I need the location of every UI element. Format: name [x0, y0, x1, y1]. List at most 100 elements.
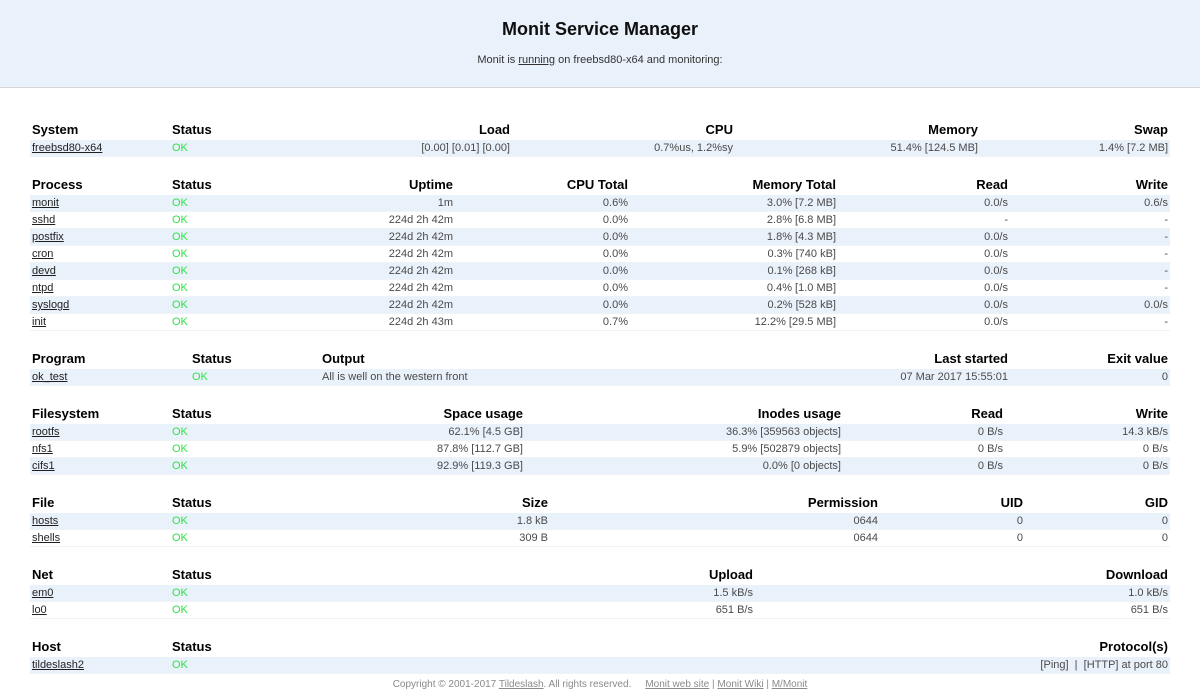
service-name-cell: rootfs — [30, 424, 170, 441]
service-name-cell: postfix — [30, 228, 170, 246]
column-header-cpu-total: CPU Total — [566, 177, 628, 192]
mmonit-link[interactable]: M/Monit — [771, 679, 808, 690]
process-link-init[interactable]: init — [32, 316, 47, 328]
host-link-tildeslash2[interactable]: tildeslash2 — [32, 659, 84, 671]
process-link-monit[interactable]: monit — [32, 197, 59, 209]
column-header-system: System — [32, 122, 79, 137]
value-cell: 87.8% [112.7 GB] — [310, 440, 525, 458]
value-cell: 224d 2h 42m — [310, 279, 455, 297]
process-link-cron[interactable]: cron — [32, 248, 54, 260]
service-name-cell: freebsd80-x64 — [30, 140, 170, 157]
column-header-filesystem: Filesystem — [32, 406, 100, 421]
process-row: monit OK 1m 0.6% 3.0% [7.2 MB] 0.0/s 0.6/s — [30, 195, 1170, 212]
column-header-net: Net — [32, 567, 53, 582]
value-cell: 0.0/s — [838, 279, 1010, 297]
file-link-hosts[interactable]: hosts — [32, 515, 59, 527]
value-cell: 224d 2h 42m — [310, 211, 455, 229]
value-cell: 51.4% [124.5 MB] — [735, 140, 980, 157]
process-row: devd OK 224d 2h 42m 0.0% 0.1% [268 kB] 0.0/s - — [30, 262, 1170, 280]
value-cell: 0 B/s — [1005, 440, 1170, 458]
footer-separator: | — [712, 679, 715, 690]
column-header-status: Status — [172, 406, 212, 421]
service-name-cell: init — [30, 313, 170, 331]
status-cell: OK — [170, 195, 310, 212]
value-cell: 224d 2h 42m — [310, 245, 455, 263]
status-cell: OK — [170, 245, 310, 263]
status-cell: OK — [170, 657, 310, 674]
value-cell: 0 — [880, 529, 1025, 547]
value-cell: 2.8% [6.8 MB] — [630, 211, 838, 229]
column-header-status: Status — [172, 495, 212, 510]
process-table: Process Status Uptime CPU Total Memory Total… — [30, 173, 1170, 331]
net-link-em0[interactable]: em0 — [32, 587, 54, 599]
value-cell: 0.4% [1.0 MB] — [630, 279, 838, 297]
status-text: OK — [172, 197, 188, 209]
value-cell: 0 — [1025, 529, 1170, 547]
process-link-syslogd[interactable]: syslogd — [32, 299, 70, 311]
value-cell: 0.0/s — [838, 195, 1010, 212]
program-link-ok-test[interactable]: ok_test — [32, 371, 68, 383]
tildeslash-link[interactable]: Tildeslash — [498, 679, 544, 690]
column-header-size: Size — [521, 495, 548, 510]
value-cell: 0 B/s — [1005, 457, 1170, 475]
column-header-cpu: CPU — [705, 122, 733, 137]
status-text: OK — [172, 604, 188, 616]
filesystem-link-rootfs[interactable]: rootfs — [32, 426, 60, 438]
column-header-gid: GID — [1144, 495, 1168, 510]
program-table: Program Status Output Last started Exit valu… — [30, 347, 1170, 386]
column-header-exit-value: Exit value — [1107, 351, 1168, 366]
page-title: Monit Service Manager — [501, 19, 699, 39]
process-link-devd[interactable]: devd — [32, 265, 56, 277]
value-cell: 224d 2h 42m — [310, 262, 455, 280]
status-text: OK — [172, 316, 188, 328]
filesystem-link-nfs1[interactable]: nfs1 — [32, 443, 53, 455]
column-header-uptime: Uptime — [408, 177, 453, 192]
column-header-program: Program — [32, 351, 86, 366]
net-row: em0 OK 1.5 kB/s 1.0 kB/s — [30, 585, 1170, 602]
value-cell: 0 B/s — [843, 457, 1005, 475]
process-row: sshd OK 224d 2h 42m 0.0% 2.8% [6.8 MB] - - — [30, 211, 1170, 229]
system-row: freebsd80-x64 OK [0.00] [0.01] [0.00] 0.7%u… — [30, 140, 1170, 157]
filesystem-header-row: Filesystem Status Space usage Inodes usage R… — [30, 402, 1170, 424]
net-link-lo0[interactable]: lo0 — [32, 604, 47, 616]
value-cell: 0.0% — [455, 245, 630, 263]
status-cell: OK — [170, 457, 310, 475]
column-header-space-usage: Space usage — [443, 406, 524, 421]
value-cell: 0 — [1025, 513, 1170, 530]
filesystem-table: Filesystem Status Space usage Inodes usage R… — [30, 402, 1170, 475]
status-text: OK — [172, 282, 188, 294]
value-cell: 0.0/s — [838, 262, 1010, 280]
monit-wiki-link[interactable]: Monit Wiki — [717, 679, 764, 690]
filesystem-row: cifs1 OK 92.9% [119.3 GB] 0.0% [0 objects] 0… — [30, 457, 1170, 475]
file-table: File Status Size Permission UID GID hosts OK 1.8… — [30, 491, 1170, 547]
service-name-cell: devd — [30, 262, 170, 280]
value-cell: 0644 — [550, 513, 880, 530]
value-cell: 0.0% — [455, 228, 630, 246]
service-name-cell: hosts — [30, 513, 170, 530]
value-cell: 62.1% [4.5 GB] — [310, 424, 525, 441]
process-link-ntpd[interactable]: ntpd — [32, 282, 54, 294]
status-text: OK — [172, 532, 188, 544]
file-link-shells[interactable]: shells — [32, 532, 61, 544]
net-table: Net Status Upload Download em0 OK 1.5 kB/s 1.0 … — [30, 563, 1170, 619]
main-content: System Status Load CPU Memory Swap freebsd80-x… — [0, 118, 1200, 674]
system-header-row: System Status Load CPU Memory Swap — [30, 118, 1170, 140]
system-link-freebsd80-x64[interactable]: freebsd80-x64 — [32, 142, 103, 154]
process-link-postfix[interactable]: postfix — [32, 231, 64, 243]
value-cell: 0.6% — [455, 195, 630, 212]
running-status-link[interactable]: running — [518, 54, 556, 66]
value-cell: 1m — [310, 195, 455, 212]
filesystem-row: nfs1 OK 87.8% [112.7 GB] 5.9% [502879 objec… — [30, 440, 1170, 458]
value-cell: 1.8% [4.3 MB] — [630, 228, 838, 246]
net-row: lo0 OK 651 B/s 651 B/s — [30, 601, 1170, 619]
monit-web-site-link[interactable]: Monit web site — [645, 679, 710, 690]
status-cell: OK — [170, 296, 310, 314]
process-link-sshd[interactable]: sshd — [32, 214, 56, 226]
service-name-cell: syslogd — [30, 296, 170, 314]
value-cell: 224d 2h 43m — [310, 313, 455, 331]
status-cell: OK — [170, 279, 310, 297]
value-cell: 3.0% [7.2 MB] — [630, 195, 838, 212]
copyright-prefix: Copyright © 2001-2017 — [392, 679, 499, 690]
filesystem-link-cifs1[interactable]: cifs1 — [32, 460, 55, 472]
column-header-status: Status — [172, 177, 212, 192]
